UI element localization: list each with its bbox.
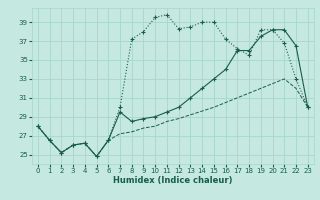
X-axis label: Humidex (Indice chaleur): Humidex (Indice chaleur)	[113, 176, 233, 185]
